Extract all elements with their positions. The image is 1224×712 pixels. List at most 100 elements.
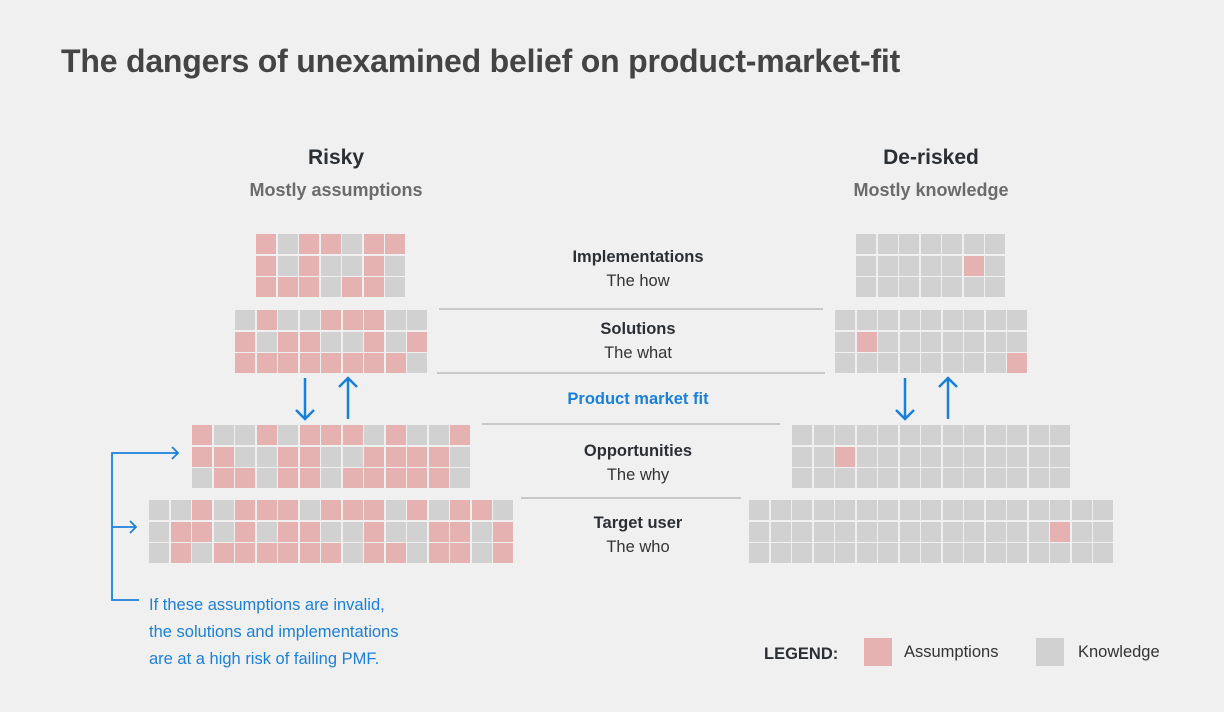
knowledge-cell bbox=[942, 310, 963, 330]
knowledge-cell bbox=[856, 277, 876, 297]
knowledge-cell bbox=[942, 446, 963, 467]
knowledge-cell bbox=[856, 234, 876, 254]
knowledge-cell bbox=[320, 255, 341, 276]
knowledge-cell bbox=[899, 468, 920, 488]
knowledge-cell bbox=[964, 353, 984, 373]
assumption-cell bbox=[299, 255, 319, 276]
layer-solutions-name: Solutions bbox=[600, 320, 676, 338]
knowledge-cell bbox=[964, 310, 984, 330]
knowledge-cell bbox=[963, 277, 984, 297]
assumption-cell bbox=[363, 277, 384, 297]
knowledge-cell bbox=[899, 353, 920, 373]
knowledge-cell bbox=[899, 543, 920, 563]
knowledge-cell bbox=[256, 521, 277, 542]
knowledge-cell bbox=[899, 255, 919, 276]
knowledge-cell bbox=[878, 425, 898, 445]
assumption-cell bbox=[385, 425, 406, 445]
knowledge-cell bbox=[1071, 500, 1092, 520]
assumption-cell bbox=[450, 500, 470, 520]
derisked-implementations-grid bbox=[856, 234, 1005, 297]
knowledge-cell bbox=[256, 468, 277, 488]
assumption-cell bbox=[256, 255, 276, 276]
assumption-warning-note: If these assumptions are invalid, the so… bbox=[149, 592, 398, 673]
knowledge-cell bbox=[385, 331, 406, 352]
knowledge-cell bbox=[813, 521, 834, 542]
knowledge-cell bbox=[770, 543, 791, 563]
assumption-cell bbox=[299, 277, 319, 297]
knowledge-cell bbox=[149, 500, 169, 520]
assumption-cell bbox=[342, 310, 363, 330]
knowledge-cell bbox=[213, 425, 234, 445]
assumption-cell bbox=[299, 331, 320, 352]
assumption-cell bbox=[364, 446, 384, 467]
knowledge-cell bbox=[921, 543, 941, 563]
assumption-cell bbox=[299, 521, 320, 542]
assumption-cell bbox=[192, 425, 212, 445]
knowledge-cell bbox=[428, 425, 449, 445]
knowledge-cell bbox=[1050, 500, 1070, 520]
knowledge-cell bbox=[964, 543, 984, 563]
knowledge-cell bbox=[428, 500, 449, 520]
assumption-cell bbox=[407, 500, 427, 520]
knowledge-cell bbox=[921, 310, 941, 330]
layer-target-user: Target user The who bbox=[518, 514, 758, 557]
note-line: are at a high risk of failing PMF. bbox=[149, 650, 380, 668]
layer-opportunities-name: Opportunities bbox=[583, 442, 693, 460]
knowledge-cell bbox=[920, 234, 941, 254]
knowledge-cell bbox=[964, 331, 984, 352]
knowledge-cell bbox=[256, 446, 277, 467]
layer-target-user-name: Target user bbox=[593, 514, 683, 532]
knowledge-cell bbox=[813, 500, 834, 520]
knowledge-cell bbox=[277, 255, 298, 276]
knowledge-cell bbox=[877, 234, 898, 254]
knowledge-cell bbox=[385, 277, 405, 297]
knowledge-cell bbox=[235, 446, 255, 467]
divider bbox=[521, 497, 741, 499]
knowledge-cell bbox=[299, 310, 320, 330]
assumption-cell bbox=[256, 425, 277, 445]
assumption-cell bbox=[192, 500, 212, 520]
knowledge-cell bbox=[942, 425, 963, 445]
knowledge-cell bbox=[921, 500, 941, 520]
knowledge-cell bbox=[149, 521, 169, 542]
knowledge-cell bbox=[942, 500, 963, 520]
assumption-cell bbox=[299, 446, 320, 467]
knowledge-cell bbox=[321, 468, 341, 488]
knowledge-cell bbox=[964, 500, 984, 520]
knowledge-cell bbox=[856, 521, 877, 542]
knowledge-cell bbox=[813, 543, 834, 563]
derisked-up-arrow-icon bbox=[938, 376, 958, 419]
knowledge-cell bbox=[985, 353, 1006, 373]
knowledge-cell bbox=[1071, 521, 1092, 542]
layer-implementations-desc: The how bbox=[606, 272, 670, 290]
risky-solutions-grid bbox=[235, 310, 427, 373]
assumption-cell bbox=[192, 446, 212, 467]
assumption-cell bbox=[385, 234, 405, 254]
knowledge-cell bbox=[407, 425, 427, 445]
knowledge-cell bbox=[921, 353, 941, 373]
knowledge-cell bbox=[878, 468, 898, 488]
knowledge-swatch bbox=[1036, 638, 1064, 666]
knowledge-cell bbox=[899, 234, 919, 254]
assumption-cell bbox=[450, 425, 470, 445]
knowledge-cell bbox=[856, 425, 877, 445]
knowledge-cell bbox=[792, 500, 812, 520]
assumption-cell bbox=[235, 468, 255, 488]
assumption-cell bbox=[256, 234, 276, 254]
knowledge-cell bbox=[1028, 468, 1049, 488]
knowledge-cell bbox=[749, 543, 769, 563]
assumption-cell bbox=[278, 521, 298, 542]
knowledge-cell bbox=[920, 255, 941, 276]
knowledge-cell bbox=[192, 468, 212, 488]
knowledge-cell bbox=[964, 521, 984, 542]
knowledge-cell bbox=[856, 446, 877, 467]
knowledge-cell bbox=[1007, 331, 1027, 352]
layer-target-user-desc: The who bbox=[606, 538, 670, 556]
assumption-cell bbox=[278, 500, 298, 520]
assumption-cell bbox=[235, 500, 255, 520]
knowledge-cell bbox=[1007, 310, 1027, 330]
assumption-cell bbox=[213, 446, 234, 467]
knowledge-cell bbox=[835, 468, 855, 488]
divider bbox=[482, 423, 780, 425]
knowledge-cell bbox=[878, 521, 898, 542]
